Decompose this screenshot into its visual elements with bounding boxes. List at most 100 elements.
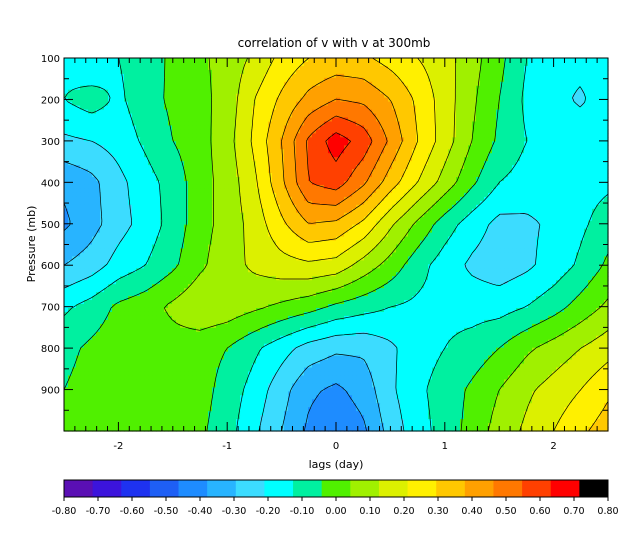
contour-cell — [244, 157, 249, 162]
contour-cell — [220, 109, 225, 115]
contour-cell — [220, 121, 225, 127]
contour-cell — [200, 153, 205, 158]
contour-cell — [204, 117, 209, 123]
contour-cell — [492, 137, 497, 142]
contour-cell — [84, 73, 89, 79]
contour-cell — [172, 58, 177, 63]
contour-cell — [320, 177, 325, 182]
contour-cell — [116, 184, 121, 190]
contour-cell — [380, 161, 385, 166]
contour-cell — [384, 113, 389, 119]
contour-cell — [172, 117, 177, 123]
contour-cell — [208, 181, 213, 186]
contour-cell — [276, 145, 281, 150]
contour-cell — [456, 89, 461, 95]
contour-cell — [132, 113, 137, 119]
contour-cell — [192, 149, 197, 154]
contour-cell — [576, 173, 581, 178]
contour-cell — [132, 129, 137, 134]
contour-cell — [440, 137, 445, 142]
contour-cell — [116, 169, 121, 174]
contour-cell — [300, 161, 305, 166]
contour-cell — [452, 101, 457, 107]
contour-cell — [172, 97, 177, 103]
contour-cell — [544, 65, 549, 71]
contour-cell — [468, 125, 473, 131]
contour-cell — [460, 157, 465, 162]
contour-cell — [288, 85, 293, 91]
contour-cell — [472, 149, 477, 154]
contour-cell — [96, 125, 101, 131]
contour-cell — [416, 181, 421, 186]
contour-cell — [140, 101, 145, 107]
contour-cell — [240, 81, 245, 87]
contour-cell — [84, 149, 89, 154]
contour-cell — [352, 113, 357, 119]
contour-cell — [116, 117, 121, 123]
contour-cell — [88, 125, 93, 131]
contour-cell — [172, 101, 177, 107]
contour-cell — [256, 89, 261, 95]
contour-cell — [404, 105, 409, 111]
contour-cell — [548, 188, 553, 194]
contour-cell — [532, 169, 537, 174]
contour-cell — [100, 65, 105, 71]
contour-cell — [148, 101, 153, 107]
contour-cell — [68, 153, 73, 158]
contour-cell — [564, 149, 569, 154]
contour-cell — [348, 129, 353, 134]
contour-cell — [380, 85, 385, 91]
contour-cell — [532, 196, 537, 202]
contour-cell — [484, 69, 489, 75]
contour-cell — [448, 173, 453, 178]
contour-cell — [292, 81, 297, 87]
contour-cell — [296, 188, 301, 194]
contour-cell — [184, 173, 189, 178]
contour-cell — [252, 97, 257, 103]
contour-cell — [560, 109, 565, 115]
contour-cell — [424, 149, 429, 154]
contour-cell — [364, 61, 369, 67]
contour-cell — [500, 196, 505, 202]
contour-cell — [508, 149, 513, 154]
contour-cell — [216, 101, 221, 107]
contour-cell — [468, 65, 473, 71]
contour-cell — [248, 200, 253, 206]
contour-cell — [256, 149, 261, 154]
contour-cell — [568, 69, 573, 75]
contour-cell — [572, 141, 577, 146]
contour-cell — [168, 149, 173, 154]
contour-cell — [88, 89, 93, 95]
contour-cell — [176, 121, 181, 127]
contour-cell — [584, 165, 589, 170]
contour-cell — [416, 141, 421, 146]
contour-cell — [68, 93, 73, 99]
contour-cell — [192, 184, 197, 190]
contour-cell — [252, 117, 257, 123]
contour-cell — [296, 101, 301, 107]
contour-cell — [148, 188, 153, 194]
contour-cell — [452, 169, 457, 174]
contour-cell — [372, 81, 377, 87]
contour-cell — [400, 89, 405, 95]
contour-cell — [268, 149, 273, 154]
contour-cell — [308, 141, 313, 146]
contour-cell — [224, 181, 229, 186]
contour-cell — [576, 89, 581, 95]
contour-cell — [80, 161, 85, 166]
contour-cell — [216, 121, 221, 127]
contour-cell — [472, 89, 477, 95]
contour-cell — [168, 129, 173, 134]
contour-cell — [172, 81, 177, 87]
contour-cell — [120, 153, 125, 158]
contour-cell — [148, 93, 153, 99]
contour-cell — [136, 153, 141, 158]
contour-cell — [356, 117, 361, 123]
contour-cell — [508, 77, 513, 83]
contour-cell — [168, 61, 173, 67]
contour-cell — [540, 184, 545, 190]
contour-cell — [456, 129, 461, 134]
contour-cell — [348, 61, 353, 67]
contour-cell — [224, 196, 229, 202]
contour-cell — [548, 81, 553, 87]
